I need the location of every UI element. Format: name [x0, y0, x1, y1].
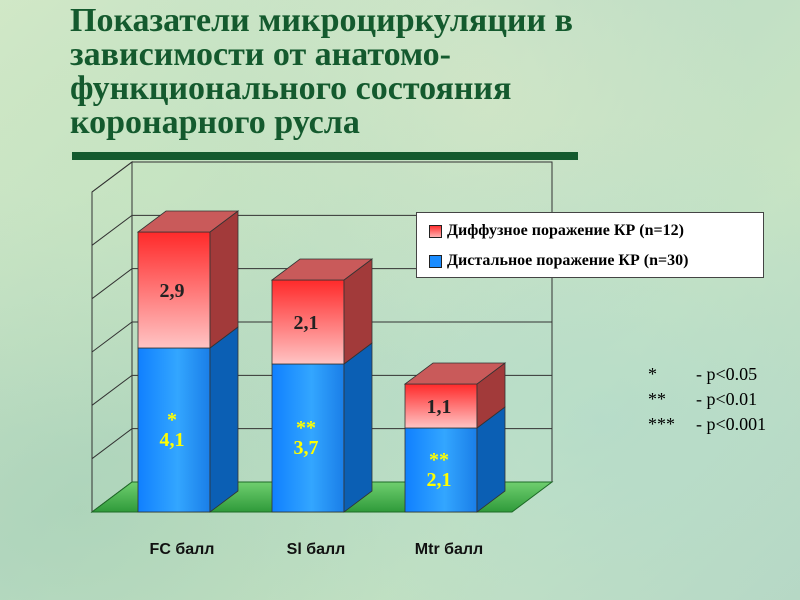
- significance-mark: *: [167, 409, 177, 431]
- x-tick-label: FC балл: [150, 541, 215, 558]
- legend: Диффузное поражение КР (n=12) Дистальное…: [416, 212, 764, 278]
- bar-diffuse-top: [136, 210, 240, 233]
- significance-mark: **: [429, 449, 449, 471]
- legend-item-diffuse: Диффузное поражение КР (n=12): [429, 222, 684, 240]
- data-label-distal: 2,1: [427, 469, 452, 491]
- data-label-diffuse: 2,1: [294, 312, 319, 334]
- bar-diffuse: [136, 210, 240, 349]
- bar-diffuse-side: [209, 210, 239, 349]
- gridline: [91, 374, 552, 406]
- x-tick-label: Mtr балл: [415, 541, 483, 558]
- x-axis-tick-labels: FC балл Sl балл Mtr балл: [150, 541, 484, 558]
- note-row: *** - p<0.001: [648, 412, 766, 437]
- note-mark: *: [648, 364, 657, 384]
- bar-diffuse-front: [404, 383, 478, 429]
- legend-swatch-diffuse: [429, 224, 442, 238]
- note-text: - p<0.05: [696, 364, 758, 384]
- data-label-diffuse: 1,1: [427, 396, 452, 418]
- data-label-diffuse: 2,9: [160, 280, 185, 302]
- note-mark: ***: [648, 414, 675, 434]
- gridline: [91, 268, 552, 300]
- bar-distal-side: [209, 326, 239, 513]
- legend-item-distal: Дистальное поражение КР (n=30): [429, 252, 688, 270]
- bar-diffuse: [403, 362, 507, 429]
- gridline: [91, 214, 552, 246]
- data-label-distal: 3,7: [294, 437, 319, 459]
- x-tick-label: Sl балл: [287, 541, 346, 558]
- note-text: - p<0.01: [696, 389, 758, 409]
- legend-label-diffuse: Диффузное поражение КР (n=12): [447, 222, 684, 239]
- bar-diffuse-front: [137, 231, 211, 349]
- data-labels: 2,9*4,12,1**3,71,1**2,1: [160, 280, 452, 491]
- legend-label-distal: Дистальное поражение КР (n=30): [447, 252, 689, 269]
- gridline: [91, 321, 552, 353]
- legend-swatch-distal: [429, 254, 442, 268]
- significance-notes: * - p<0.05 ** - p<0.01 *** - p<0.001: [648, 362, 766, 437]
- bar-distal-side: [343, 342, 373, 513]
- gridlines: [91, 161, 552, 460]
- bar-distal-front: [137, 347, 211, 513]
- bar-distal: [137, 326, 239, 513]
- significance-mark: **: [296, 417, 316, 439]
- bar-distal-front: [271, 363, 345, 513]
- bar-distal: [271, 342, 373, 513]
- bar-diffuse-top: [403, 362, 507, 385]
- data-label-distal: 4,1: [160, 429, 185, 451]
- chart-title: Показатели микроциркуляции в зависимости…: [70, 2, 573, 141]
- bars: [136, 210, 507, 513]
- note-row: * - p<0.05: [648, 362, 766, 387]
- note-text: - p<0.001: [696, 414, 767, 434]
- bar-diffuse: [270, 258, 374, 365]
- gridline: [91, 161, 552, 193]
- bar-diffuse-top: [270, 258, 374, 281]
- note-row: ** - p<0.01: [648, 387, 766, 412]
- title-underline: [72, 152, 578, 160]
- note-mark: **: [648, 389, 666, 409]
